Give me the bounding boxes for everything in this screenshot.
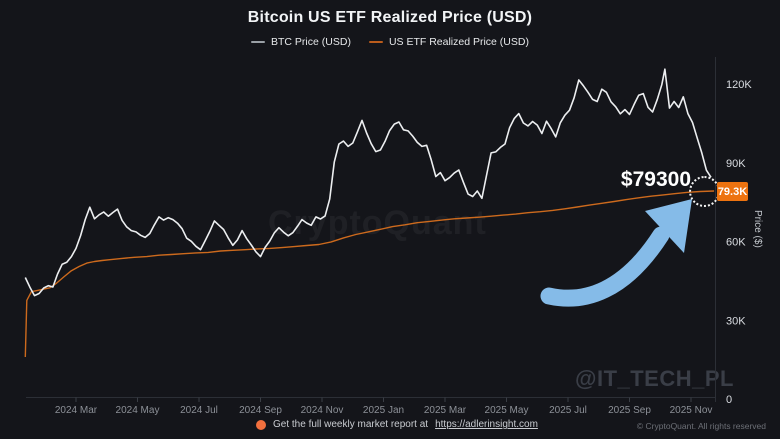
x-axis-label: 2025 Jul bbox=[549, 405, 587, 416]
report-promo: Get the full weekly market report at htt… bbox=[256, 419, 538, 430]
etf-realized-price-line bbox=[24, 190, 715, 358]
x-axis-ticks: 2024 Mar 2024 May 2024 Jul 2024 Sep 2024 Nov… bbox=[55, 397, 713, 416]
legend: BTC Price (USD) US ETF Realized Price (U… bbox=[0, 36, 780, 48]
orange-dot-icon bbox=[256, 419, 266, 430]
y-axis-tick-label: 120K bbox=[726, 79, 752, 91]
btc-line-swatch-icon bbox=[251, 41, 266, 43]
x-axis-label: 2025 May bbox=[485, 405, 529, 416]
copyright-text: © CryptoQuant. All rights reserved bbox=[636, 421, 766, 431]
y-axis-tick-label: 0 bbox=[726, 394, 732, 406]
etf-line-swatch-icon bbox=[368, 41, 383, 43]
up-arrow-annotation bbox=[540, 199, 692, 307]
arrow-head bbox=[645, 199, 692, 253]
x-axis-label: 2025 Sep bbox=[608, 405, 651, 416]
price-callout: $79300 bbox=[620, 168, 691, 191]
page-title: Bitcoin US ETF Realized Price (USD) bbox=[247, 9, 533, 26]
legend-label-btc: BTC Price (USD) bbox=[271, 36, 351, 48]
y-axis-tick-label: 30K bbox=[726, 315, 746, 327]
y-axis-tick-label: 60K bbox=[726, 237, 746, 249]
cryptoquant-watermark: CryptoQuant bbox=[268, 204, 487, 242]
legend-item-btc: BTC Price (USD) bbox=[251, 36, 351, 48]
x-axis-label: 2024 Mar bbox=[55, 405, 98, 416]
x-axis-label: 2024 Nov bbox=[301, 405, 344, 416]
y-axis-title: Price ($) bbox=[752, 210, 763, 248]
report-promo-text: Get the full weekly market report at bbox=[273, 419, 429, 430]
x-axis-label: 2024 May bbox=[116, 405, 160, 416]
legend-label-etf: US ETF Realized Price (USD) bbox=[388, 36, 529, 48]
y-axis-tick-label: 90K bbox=[726, 158, 746, 170]
highlight-circle bbox=[689, 176, 720, 207]
x-axis-label: 2024 Jul bbox=[180, 405, 218, 416]
arrow-tail bbox=[540, 226, 670, 307]
report-link[interactable]: https://adlerinsight.com bbox=[435, 419, 538, 430]
btc-price-line bbox=[24, 68, 712, 297]
footer-bar: Get the full weekly market report at htt… bbox=[0, 416, 780, 439]
x-axis-label: 2024 Sep bbox=[239, 405, 282, 416]
x-axis-label: 2025 Jan bbox=[363, 405, 404, 416]
y-axis-tick-labels: 0 30K 60K 90K 120K bbox=[726, 79, 752, 406]
current-price-badge: 79.3K bbox=[717, 182, 748, 201]
author-handle-watermark: @IT_TECH_PL bbox=[575, 366, 734, 391]
x-axis-label: 2025 Nov bbox=[670, 405, 713, 416]
legend-item-etf: US ETF Realized Price (USD) bbox=[368, 36, 529, 48]
x-axis-label: 2025 Mar bbox=[424, 405, 467, 416]
